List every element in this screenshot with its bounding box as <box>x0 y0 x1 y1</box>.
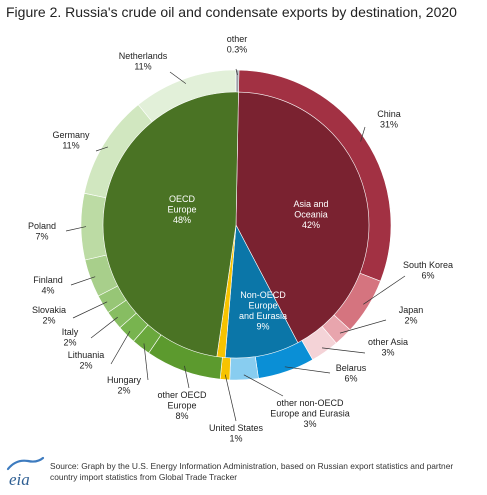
label-other-oecd-europe: other OECD Europe 8% <box>157 390 207 421</box>
label-lithuania: Lithuania 2% <box>68 350 105 371</box>
label-slovakia: Slovakia 2% <box>32 305 66 326</box>
leader-line-poland <box>65 226 87 232</box>
outer-slice-other-non-oecd-europe-and-eurasia <box>229 354 259 381</box>
inner-label-non-oecd-europe-and-eurasia: Non-OECD Europe and Eurasia 9% <box>239 290 287 332</box>
leader-line-other-0-3 <box>235 68 238 76</box>
leader-line-germany <box>95 146 109 152</box>
source-footer: eia Source: Graph by the U.S. Energy Inf… <box>6 456 484 492</box>
inner-ring <box>102 91 370 359</box>
label-other-non-oecd-europe-and-eurasia: other non-OECD Europe and Eurasia 3% <box>270 398 350 429</box>
label-hungary: Hungary 2% <box>107 375 142 396</box>
eia-logo: eia <box>6 456 45 489</box>
label-italy: Italy 2% <box>62 327 79 348</box>
label-united-states: United States 1% <box>209 423 264 444</box>
leader-line-italy <box>90 316 118 339</box>
source-note: Source: Graph by the U.S. Energy Informa… <box>50 461 454 482</box>
leader-line-belarus <box>284 366 331 374</box>
leader-line-other-asia <box>321 347 366 354</box>
label-other-0-3: other 0.3% <box>227 34 248 55</box>
inner-label-oecd-europe: OECD Europe 48% <box>167 194 196 225</box>
leader-line-finland <box>70 276 96 286</box>
leader-line-lithuania <box>110 330 131 365</box>
label-other-asia: other Asia 3% <box>368 337 408 358</box>
label-south-korea: South Korea 6% <box>403 260 453 281</box>
label-germany: Germany 11% <box>52 130 90 151</box>
leader-line-other-non-oecd-europe-and-eurasia <box>243 374 284 397</box>
eia-logo-text: eia <box>9 470 30 489</box>
label-finland: Finland 4% <box>33 275 63 296</box>
leader-line-netherlands <box>169 71 187 84</box>
leader-lines <box>65 68 406 422</box>
leader-line-south-korea <box>363 275 406 305</box>
inner-label-asia-and-oceania: Asia and Oceania 42% <box>293 199 328 230</box>
label-china: China 31% <box>377 109 401 130</box>
label-poland: Poland 7% <box>28 221 56 242</box>
chart-title: Figure 2. Russia's crude oil and condens… <box>6 4 457 20</box>
leader-line-japan <box>339 319 387 334</box>
label-netherlands: Netherlands 11% <box>119 51 168 72</box>
inner-slice-asia-and-oceania <box>235 91 370 344</box>
leader-line-other-oecd-europe <box>184 365 190 389</box>
outer-ring <box>80 69 392 381</box>
leader-line-slovakia <box>72 301 108 319</box>
label-belarus: Belarus 6% <box>336 363 367 384</box>
leader-line-united-states <box>224 374 237 422</box>
leader-line-china <box>360 126 366 142</box>
slice-labels: China 31% South Korea 6% Japan 2% other Asia 3%… <box>28 34 453 444</box>
label-japan: Japan 2% <box>399 305 424 326</box>
inner-slice-oecd-europe <box>102 91 239 357</box>
leader-line-hungary <box>143 343 149 381</box>
outer-slice-other-0-3 <box>235 69 240 95</box>
